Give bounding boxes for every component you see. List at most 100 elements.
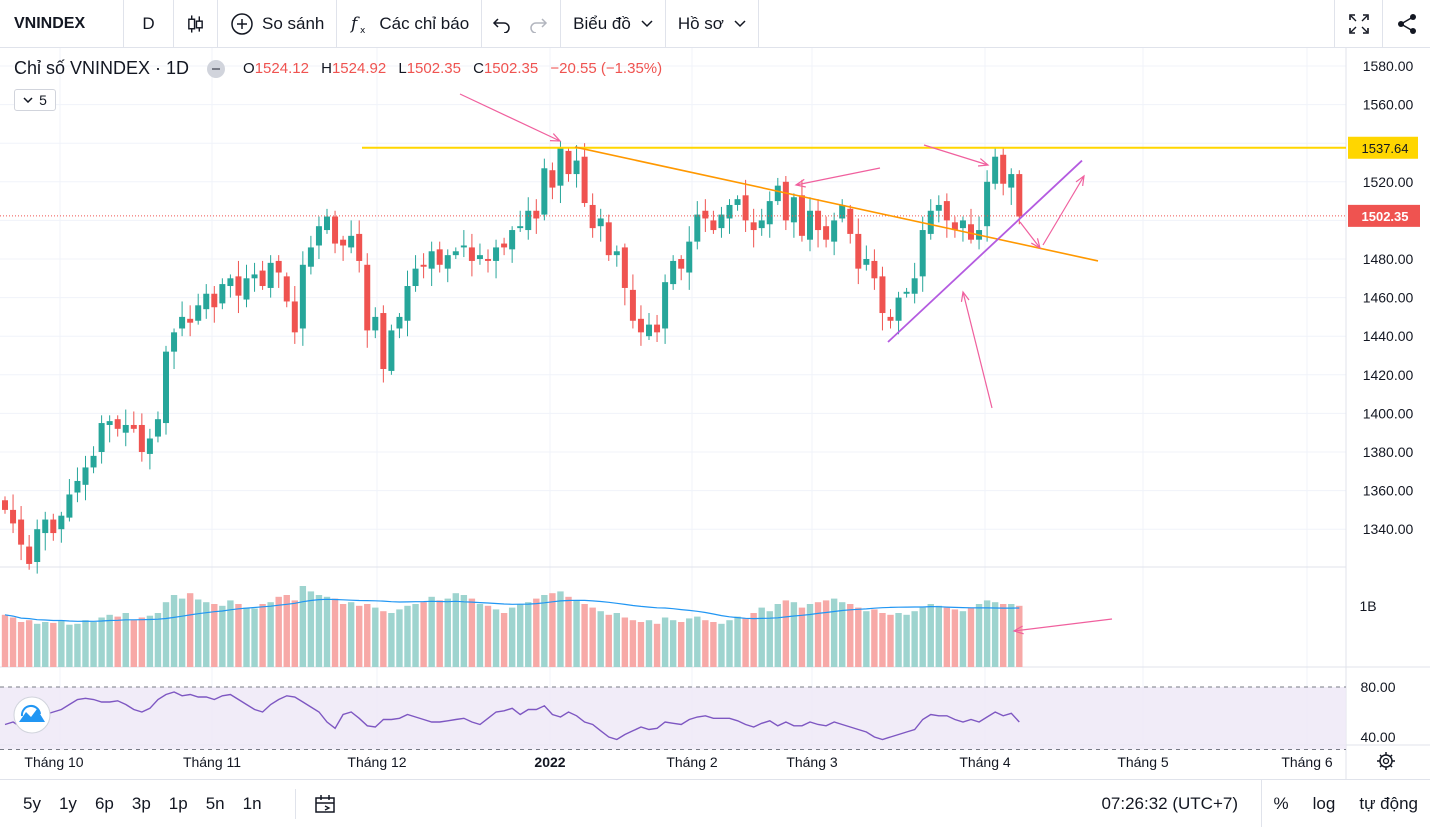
- volume-bar: [782, 600, 790, 667]
- candle-body: [533, 210, 540, 219]
- candle-body: [332, 216, 339, 244]
- price-tick: 1560.00: [1363, 97, 1414, 113]
- range-1y[interactable]: 1y: [58, 793, 77, 813]
- auto-scale-button[interactable]: tự động: [1359, 793, 1418, 813]
- fullscreen-button[interactable]: [1334, 0, 1382, 48]
- time-axis: Tháng 10 Tháng 11 Tháng 12 2022 Tháng 2 Tháng…: [24, 754, 1332, 770]
- profile-dropdown[interactable]: Hồ sơ: [666, 0, 759, 48]
- volume-bar: [629, 620, 637, 667]
- volume-bar: [847, 604, 854, 667]
- candle-body: [114, 419, 121, 429]
- range-6p[interactable]: 6p: [94, 793, 114, 813]
- candle-body: [493, 247, 500, 261]
- log-scale-button[interactable]: log: [1312, 793, 1336, 813]
- indicators-toggle[interactable]: 5: [14, 89, 56, 111]
- candle-body: [565, 150, 572, 175]
- scale-buttons: % log tự động: [1260, 780, 1430, 827]
- volume-bar: [694, 616, 701, 667]
- price-axis: 1580.001560.001540.001520.001500.001480.…: [1348, 58, 1420, 745]
- candle-body: [943, 201, 950, 221]
- rsi-band: [0, 687, 1346, 750]
- redo-button[interactable]: [520, 0, 562, 48]
- volume-bar: [806, 604, 814, 667]
- candles-icon: [188, 14, 203, 33]
- volume-bar: [605, 614, 612, 667]
- time-tick: 2022: [534, 754, 565, 770]
- price-chart[interactable]: 1580.001560.001540.001520.001500.001480.…: [0, 48, 1430, 779]
- range-1n[interactable]: 1n: [242, 793, 262, 813]
- volume-bar: [1000, 604, 1007, 667]
- symbol-search[interactable]: VNINDEX: [0, 0, 124, 48]
- hide-legend-icon[interactable]: [207, 59, 226, 78]
- range-3p[interactable]: 3p: [131, 793, 151, 813]
- compare-button[interactable]: So sánh: [218, 0, 338, 48]
- high-value: 1524.92: [331, 60, 387, 77]
- candle-body: [629, 289, 636, 321]
- volume-bar: [114, 616, 121, 667]
- candle-body: [871, 260, 878, 279]
- goto-date-button[interactable]: [294, 788, 336, 819]
- change-value: −20.55 (−1.35%): [550, 60, 663, 77]
- price-tick: 1480.00: [1363, 251, 1414, 267]
- candle-body: [782, 181, 789, 221]
- clock[interactable]: 07:26:32 (UTC+7): [1101, 794, 1238, 813]
- volume-bar: [299, 586, 307, 667]
- candle-body: [412, 268, 419, 287]
- volume-bar: [339, 604, 347, 667]
- price-tick: 1460.00: [1363, 290, 1414, 306]
- chevron-down-icon: [734, 19, 746, 27]
- price-tick: 1580.00: [1363, 58, 1414, 74]
- volume-bar: [1016, 605, 1023, 667]
- range-5y[interactable]: 5y: [23, 793, 41, 813]
- candle-body: [742, 195, 749, 221]
- arrow-annotation: [795, 167, 881, 186]
- interval-button[interactable]: D: [124, 0, 174, 48]
- volume-bar: [734, 616, 741, 667]
- chart-type-dropdown[interactable]: Biểu đồ: [561, 0, 666, 48]
- candle-body: [90, 455, 97, 468]
- volume-bar: [927, 604, 934, 667]
- undo-button[interactable]: [482, 0, 520, 48]
- volume-bar: [637, 622, 645, 667]
- candle-body: [541, 168, 548, 215]
- chart-style-button[interactable]: [174, 0, 218, 48]
- volume-bar: [436, 600, 443, 667]
- candle-body: [243, 278, 250, 300]
- volume-bar: [1, 614, 9, 667]
- candle-body: [1016, 174, 1023, 217]
- time-tick: Tháng 2: [666, 754, 718, 770]
- volume-bar: [227, 600, 234, 667]
- range-1p[interactable]: 1p: [168, 793, 188, 813]
- percent-scale-button[interactable]: %: [1260, 780, 1301, 827]
- volume-bar: [106, 614, 113, 667]
- settings-gear-icon: [1377, 752, 1395, 770]
- candle-body: [476, 255, 483, 259]
- price-tick: 1400.00: [1363, 405, 1414, 421]
- candle-body: [348, 235, 355, 248]
- candle-body: [726, 204, 733, 219]
- volume-bar: [678, 622, 685, 667]
- volume-bar: [74, 623, 81, 667]
- arrow-annotation: [1042, 175, 1085, 246]
- time-tick: Tháng 12: [347, 754, 406, 770]
- volume-pane: [1, 586, 1023, 667]
- candle-body: [613, 251, 620, 256]
- volume-bar: [291, 600, 298, 667]
- profile-label: Hồ sơ: [677, 13, 724, 33]
- resistance-price-label: 1537.64: [1362, 141, 1409, 156]
- arrow-annotation: [962, 291, 993, 409]
- high-label: H: [321, 60, 332, 77]
- candle-body: [831, 220, 838, 242]
- candle-body: [734, 199, 741, 205]
- volume-bar: [686, 618, 693, 667]
- volume-bar: [589, 607, 596, 667]
- volume-bar: [484, 605, 492, 667]
- candle-body: [138, 424, 145, 452]
- candle-body: [219, 284, 226, 304]
- candle-body: [203, 293, 210, 310]
- candle-body: [959, 220, 966, 229]
- share-button[interactable]: [1382, 0, 1430, 48]
- candle-body: [573, 160, 580, 175]
- range-5n[interactable]: 5n: [205, 793, 225, 813]
